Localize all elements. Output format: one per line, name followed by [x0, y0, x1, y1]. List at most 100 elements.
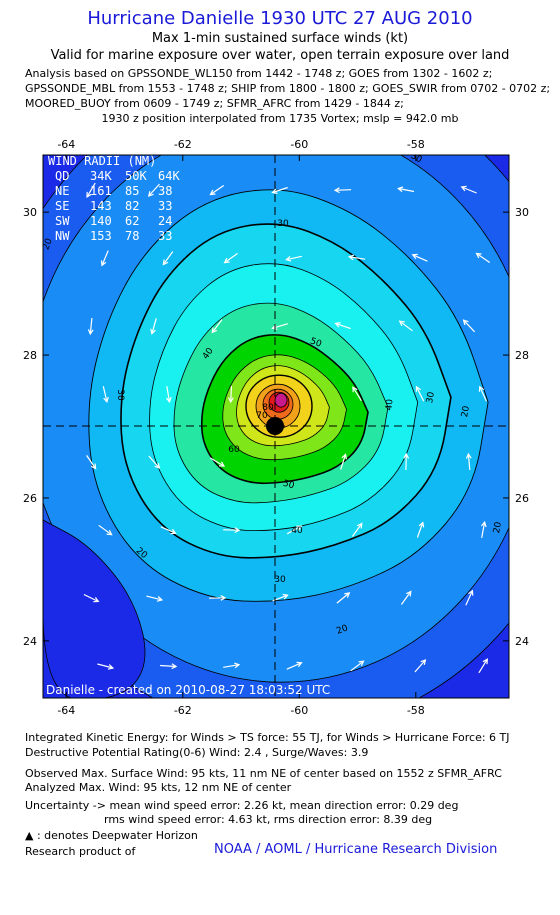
wind-arrow	[146, 595, 163, 601]
contour-label: 40	[291, 526, 303, 536]
wind-arrow-head	[107, 664, 115, 670]
wind-arrow-head	[285, 255, 292, 262]
observed-text: Observed Max. Surface Wind: 95 kts, 11 n…	[25, 767, 502, 780]
noaa-link[interactable]: NOAA / AOML / Hurricane Research Divisio…	[214, 842, 498, 857]
wind-arrow-head	[282, 593, 289, 600]
radii-cell: 85	[125, 184, 139, 198]
ike-text: Integrated Kinetic Energy: for Winds > T…	[25, 731, 510, 744]
analysis-line: GPSSONDE_MBL from 1553 - 1748 z; SHIP fr…	[25, 82, 551, 95]
wind-arrow	[210, 185, 225, 195]
wind-radii-table: WIND RADII (NM) QD 34K 50K 64K NE 161 85 38 SE 14…	[48, 154, 180, 243]
wind-arrow	[160, 664, 177, 668]
wind-arrow	[399, 320, 413, 332]
wind-arrow	[286, 255, 303, 261]
wind-arrow	[415, 386, 425, 402]
radii-cell: SW	[55, 214, 70, 228]
chart-subtitle: Max 1-min sustained surface winds (kt)	[151, 31, 409, 46]
wind-arrow-head	[211, 327, 218, 334]
wind-arrow-head	[234, 662, 241, 669]
radii-cell: 140	[90, 214, 112, 228]
wind-arrow	[351, 523, 363, 537]
low-wind-region	[43, 519, 146, 698]
wind-arrow	[465, 590, 473, 606]
wind-arrow	[160, 526, 176, 534]
wind-arrow	[461, 186, 477, 194]
deepwater-label: : denotes Deepwater Horizon	[36, 829, 198, 842]
wind-arrow	[89, 317, 93, 335]
wind-arrow	[97, 663, 114, 669]
radii-header-cell: QD	[55, 169, 69, 183]
contour-label: 20	[335, 623, 349, 636]
wind-arrow-head	[154, 462, 161, 469]
triangle-icon: ▲	[25, 829, 34, 842]
position-note: 1930 z position interpolated from 1735 V…	[101, 112, 459, 125]
wind-arrow	[416, 522, 424, 538]
wind-arrow	[224, 252, 238, 264]
y-tick-label: 30	[23, 206, 37, 219]
wind-arrow-head	[462, 319, 469, 326]
radii-cell: 33	[158, 229, 172, 243]
y-tick-label: 26	[23, 492, 37, 505]
wind-arrow	[286, 525, 302, 535]
wind-arrow-head	[478, 385, 485, 392]
wind-arrow-head	[165, 397, 172, 404]
wind-arrow-head	[333, 187, 340, 194]
wind-arrow	[86, 182, 96, 198]
wind-arrow	[414, 659, 426, 673]
wind-arrow-head	[358, 660, 365, 666]
credit-text: Danielle - created on 2010-08-27 18:03:5…	[46, 683, 330, 697]
radii-cell: 38	[158, 184, 172, 198]
wind-arrow-head	[482, 658, 488, 665]
wind-arrow	[335, 189, 352, 191]
analyzed-text: Analyzed Max. Wind: 95 kts, 12 nm NE of …	[25, 781, 292, 794]
wind-arrow	[478, 658, 488, 674]
wind-arrow	[349, 256, 366, 260]
research-label: Research product of	[25, 845, 136, 858]
wind-arrow-head	[220, 594, 227, 601]
wind-arrow-head	[147, 190, 154, 197]
dpr-text: Destructive Potential Rating(0-6) Wind: …	[25, 746, 369, 759]
wind-arrow	[400, 591, 412, 605]
x-tick-label: -62	[174, 704, 192, 717]
wind-arrow-head	[418, 521, 425, 528]
contour-label: 50	[282, 479, 296, 492]
wind-arrow-head	[86, 191, 92, 198]
radii-cell: SE	[55, 199, 69, 213]
wind-arrow	[98, 524, 112, 536]
wind-arrow-head	[357, 522, 363, 529]
wind-arrow	[481, 521, 486, 539]
wind-arrow	[272, 186, 288, 194]
contour-label: 70	[256, 411, 268, 421]
wind-arrow	[398, 187, 415, 193]
x-tick-label: -58	[407, 138, 425, 151]
wind-arrow-head	[162, 259, 169, 266]
x-tick-label: -60	[290, 138, 308, 151]
wind-arrow-head	[420, 659, 427, 666]
wind-arrow-head	[150, 328, 156, 335]
wind-arrow-head	[468, 589, 474, 596]
uncertainty-text: Uncertainty -> mean wind speed error: 2.…	[25, 799, 459, 812]
wind-arrow	[335, 322, 351, 330]
wind-arrow-head	[156, 596, 164, 602]
chart-title: Hurricane Danielle 1930 UTC 27 AUG 2010	[87, 8, 473, 29]
wind-arrow-head	[296, 661, 303, 668]
wind-arrow	[166, 385, 171, 403]
radii-cell: 33	[158, 199, 172, 213]
y-tick-label: 30	[515, 206, 529, 219]
wind-arrow-head	[344, 592, 351, 598]
y-tick-label: 24	[515, 635, 529, 648]
wind-arrow	[162, 251, 174, 265]
radii-cell: 161	[90, 184, 112, 198]
contour-band-90	[274, 392, 288, 408]
wind-arrow-head	[465, 452, 472, 459]
radii-cell: 143	[90, 199, 112, 213]
wind-arrow-head	[352, 386, 358, 393]
wind-arrow-head	[460, 185, 467, 192]
wind-arrow-head	[100, 260, 107, 267]
wind-arrow-head	[406, 590, 412, 597]
wind-arrow-head	[398, 320, 405, 326]
storm-center-marker	[266, 417, 284, 435]
wind-arrow-head	[341, 453, 348, 460]
